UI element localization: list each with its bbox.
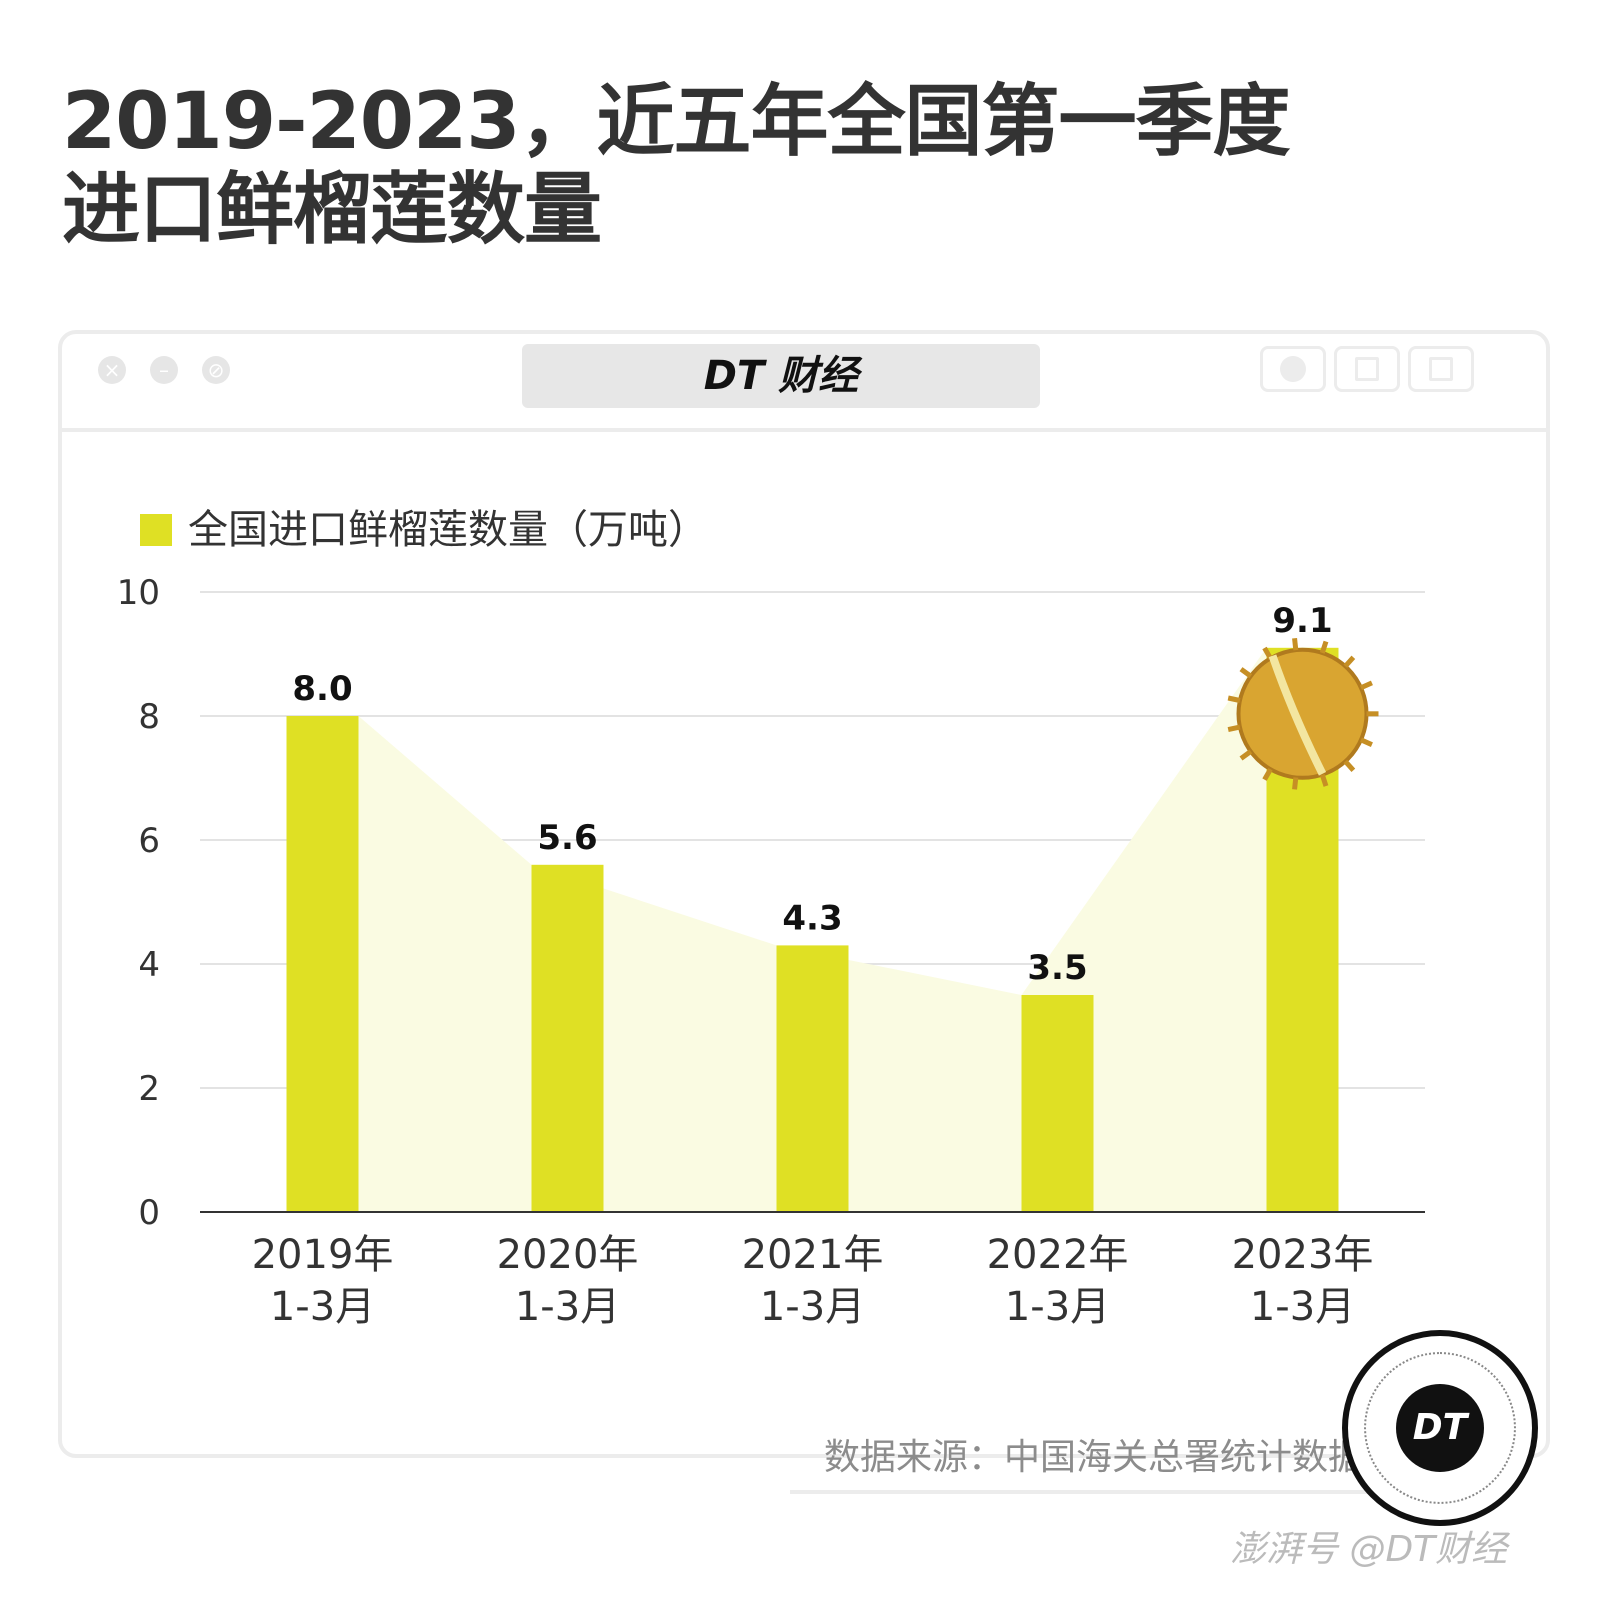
share-icon[interactable] — [1334, 346, 1400, 392]
durian-spike-icon — [1239, 749, 1253, 761]
durian-spike-icon — [1319, 640, 1329, 654]
durian-spike-icon — [1227, 695, 1241, 703]
y-tick-label: 2 — [138, 1069, 160, 1109]
dt-badge-logo: DT — [1342, 1330, 1538, 1526]
x-tick-label: 1-3月 — [1250, 1284, 1355, 1330]
y-tick-label: 6 — [138, 821, 160, 861]
durian-spike-icon — [1359, 737, 1373, 747]
data-label: 9.1 — [1272, 601, 1332, 641]
durian-spike-icon — [1239, 667, 1253, 679]
durian-spike-icon — [1262, 646, 1273, 660]
legend-label: 全国进口鲜榴莲数量（万吨） — [188, 507, 708, 553]
x-tick-label: 1-3月 — [760, 1284, 865, 1330]
durian-spike-icon — [1227, 724, 1241, 733]
block-icon[interactable]: ⊘ — [202, 356, 230, 384]
x-tick-label: 1-3月 — [515, 1284, 620, 1330]
y-tick-label: 0 — [138, 1193, 160, 1233]
bar — [776, 945, 849, 1212]
durian-spike-icon — [1359, 680, 1373, 691]
dt-badge-text: DT — [1396, 1384, 1484, 1472]
durian-icon — [1236, 647, 1369, 780]
bar — [531, 864, 604, 1212]
legend-swatch — [140, 514, 172, 546]
chart-title: 2019-2023，近五年全国第一季度 进口鲜榴莲数量 — [62, 77, 1291, 255]
durian-spike-icon — [1292, 637, 1299, 651]
durian-seam-icon — [1268, 654, 1327, 776]
duplicate-icon[interactable] — [1408, 346, 1474, 392]
data-source: 数据来源：中国海关总署统计数据 — [824, 1437, 1365, 1478]
minimize-icon[interactable]: – — [150, 356, 178, 384]
title-line-1: 2019-2023，近五年全国第一季度 — [62, 77, 1291, 167]
durian-spike-icon — [1319, 773, 1329, 787]
bar — [1021, 995, 1094, 1212]
bar — [286, 716, 359, 1212]
watermark: 澎湃号 @DT财经 — [1230, 1529, 1508, 1570]
y-tick-label: 10 — [117, 573, 160, 613]
title-line-2: 进口鲜榴莲数量 — [62, 165, 602, 255]
y-tick-label: 8 — [138, 697, 160, 737]
x-tick-label: 2022年 — [987, 1232, 1129, 1278]
x-tick-label: 1-3月 — [270, 1284, 375, 1330]
brand-bar: DT 财经 — [522, 344, 1040, 408]
chart-legend: 全国进口鲜榴莲数量（万吨） — [140, 505, 708, 555]
x-tick-label: 2019年 — [252, 1232, 394, 1278]
close-icon[interactable]: × — [98, 356, 126, 384]
y-tick-label: 4 — [138, 945, 160, 985]
data-label: 5.6 — [537, 818, 597, 858]
durian-spike-icon — [1343, 759, 1356, 772]
x-tick-label: 2020年 — [497, 1232, 639, 1278]
window-toolbar: × – ⊘ DT 财经 — [62, 334, 1546, 432]
x-tick-label: 1-3月 — [1005, 1284, 1110, 1330]
durian-spike-icon — [1343, 655, 1356, 668]
durian-spike-icon — [1292, 777, 1299, 790]
data-label: 3.5 — [1027, 948, 1087, 988]
x-tick-label: 2023年 — [1232, 1232, 1374, 1278]
durian-spike-icon — [1262, 767, 1273, 781]
data-label: 8.0 — [292, 669, 352, 709]
x-tick-label: 2021年 — [742, 1232, 884, 1278]
data-label: 4.3 — [782, 898, 842, 938]
record-icon[interactable] — [1260, 346, 1326, 392]
